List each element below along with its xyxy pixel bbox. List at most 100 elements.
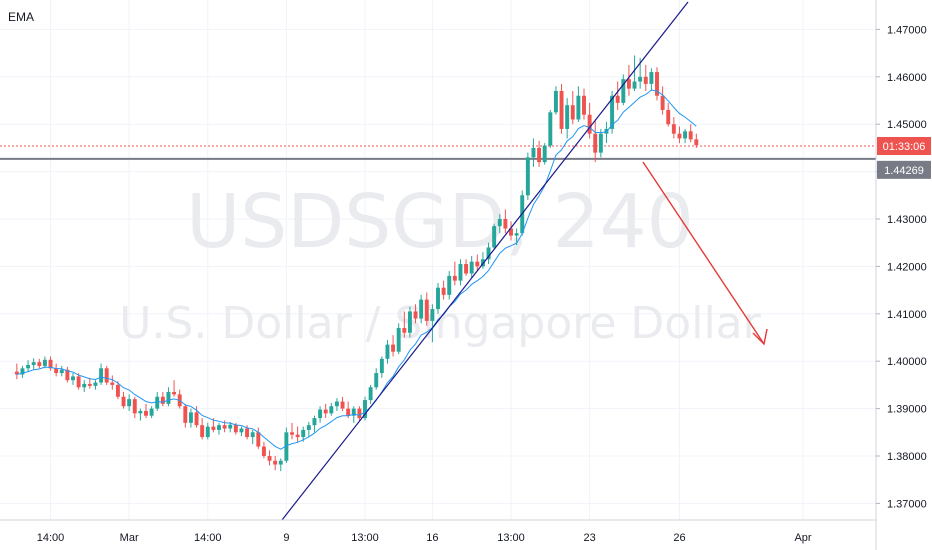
- candle-body: [42, 359, 47, 366]
- candle-body: [329, 406, 334, 414]
- candle-body: [363, 400, 367, 419]
- candle-down: [54, 363, 59, 377]
- candle-up: [542, 143, 547, 165]
- candle-down: [655, 67, 659, 101]
- trendline[interactable]: [281, 1, 689, 521]
- candle-body: [525, 157, 530, 196]
- candle-down: [677, 126, 682, 144]
- candle-up: [20, 365, 25, 378]
- candle-body: [643, 76, 648, 84]
- candle-down: [256, 427, 261, 449]
- candle-up: [683, 128, 688, 144]
- candle-body: [172, 392, 177, 395]
- candle-body: [31, 362, 36, 365]
- candle-up: [138, 408, 143, 421]
- candle-body: [87, 383, 92, 386]
- candle-up: [318, 406, 323, 423]
- candle-body: [250, 432, 255, 438]
- time-tick-label: Mar: [120, 532, 139, 544]
- watermark-description: U.S. Dollar / Singapore Dollar: [119, 298, 761, 349]
- candle-body: [149, 408, 154, 416]
- candle-up: [59, 365, 64, 377]
- candle-up: [127, 394, 132, 411]
- candle-down: [121, 392, 126, 409]
- time-tick-label: 23: [583, 532, 595, 544]
- candle-down: [273, 456, 278, 471]
- candle-body: [402, 328, 407, 333]
- candle-body: [587, 114, 592, 134]
- current-price-tag-background: [877, 136, 931, 155]
- candle-body: [677, 133, 682, 139]
- candle-down: [475, 254, 480, 272]
- forecast-arrow-head: [752, 328, 768, 346]
- candle-body: [464, 264, 469, 274]
- candle-down: [340, 396, 345, 411]
- candle-body: [430, 309, 435, 321]
- time-tick-label: 9: [283, 532, 289, 544]
- candle-body: [492, 226, 497, 248]
- candle-up: [419, 294, 424, 324]
- candle-up: [565, 98, 570, 139]
- candle-up: [149, 406, 154, 419]
- candle-down: [104, 365, 109, 385]
- candle-body: [93, 382, 98, 386]
- candle-up: [278, 458, 283, 472]
- candle-down: [183, 403, 188, 428]
- candle-down: [65, 366, 70, 383]
- watermark-symbol: USDSGD, 240: [186, 179, 694, 265]
- candle-body: [582, 95, 586, 115]
- candle-up: [188, 408, 193, 428]
- candle-body: [374, 373, 379, 388]
- candle-down: [323, 403, 328, 419]
- candle-up: [166, 387, 171, 407]
- price-tick-label: 1.42000: [887, 261, 927, 273]
- candle-up: [649, 68, 654, 92]
- candle-up: [531, 138, 536, 167]
- candle-up: [492, 223, 497, 250]
- candle-down: [267, 450, 272, 466]
- price-axis-background: [876, 0, 932, 550]
- candle-body: [48, 359, 53, 369]
- candle-body: [301, 429, 306, 438]
- candle-down: [587, 102, 592, 139]
- candle-body: [615, 95, 620, 103]
- candle-up: [99, 363, 104, 385]
- candle-up: [363, 396, 367, 421]
- candle-down: [615, 81, 620, 110]
- candle-body: [205, 426, 210, 438]
- candle-body: [59, 369, 64, 374]
- forecast-arrow[interactable]: [642, 161, 768, 346]
- ema-line: [16, 89, 697, 450]
- price-tick-label: 1.38000: [887, 451, 927, 463]
- watermark: USDSGD, 240 U.S. Dollar / Singapore Doll…: [119, 179, 761, 349]
- price-tick-label: 1.40000: [887, 356, 927, 368]
- time-axis[interactable]: 14:00 Mar 14:00 9 13:00 16 13:00 23 26 Apr: [37, 532, 812, 544]
- candle-down: [424, 292, 429, 326]
- candle-body: [37, 362, 42, 366]
- candle-body: [626, 79, 631, 89]
- candle-up: [632, 55, 637, 92]
- candle-body: [598, 133, 603, 153]
- candle-down: [200, 418, 205, 440]
- candle-down: [144, 403, 148, 419]
- candle-up: [31, 358, 36, 370]
- candle-up: [312, 415, 317, 433]
- indicator-label[interactable]: EMA: [8, 10, 34, 24]
- candle-down: [413, 304, 418, 324]
- candle-body: [99, 368, 104, 383]
- candle-up: [407, 306, 412, 338]
- horizontal-level-tag-background: [877, 160, 931, 179]
- candle-body: [542, 145, 547, 163]
- candle-body: [323, 409, 328, 414]
- forecast-arrow-line: [642, 161, 765, 345]
- candle-body: [290, 432, 294, 435]
- time-tick-label: 14:00: [194, 532, 222, 544]
- candle-down: [559, 83, 564, 134]
- candle-up: [42, 356, 47, 369]
- candle-body: [76, 376, 81, 388]
- candle-body: [671, 124, 676, 134]
- candle-up: [436, 282, 440, 314]
- candle-body: [346, 408, 351, 416]
- candle-body: [385, 344, 390, 359]
